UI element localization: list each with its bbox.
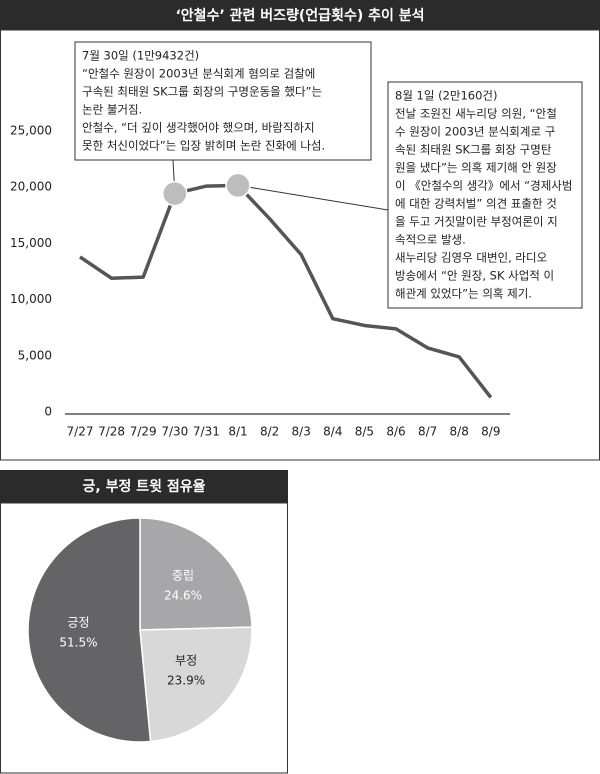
- annotation-text: 속적으로 발생.: [395, 233, 466, 247]
- x-tick-label: 7/28: [98, 425, 125, 439]
- annotation-box: [387, 81, 583, 309]
- slice-value: 23.9%: [167, 673, 205, 687]
- annotation-text: 해관계 있었다”는 의혹 제기.: [395, 287, 532, 301]
- annotation-text: “안철수 원장이 2003년 분식회계 혐의로 검찰에: [82, 67, 315, 81]
- slice-label: 부정: [175, 653, 197, 667]
- annotation-box: [74, 41, 372, 161]
- chart-title: ‘안철수’ 관련 버즈량(언급횟수) 추이 분석: [175, 7, 424, 24]
- annotation-text: 방송에서 “안 원장, SK 사업적 이: [395, 269, 554, 283]
- highlight-point: [225, 172, 251, 199]
- x-tick-label: 8/3: [292, 425, 311, 439]
- data-line: [79, 183, 493, 399]
- annotation-text: 8월 1일 (2만160건): [395, 89, 498, 103]
- annotation-text: 원을 냈다”는 의혹 제기해 안 원장: [395, 161, 557, 175]
- x-tick-label: 7/27: [67, 425, 94, 439]
- y-tick-label: 0: [44, 405, 52, 419]
- x-tick-label: 8/6: [386, 425, 405, 439]
- annotation-text: 못한 처신이었다”는 입장 밝히며 논란 진화에 나섬.: [82, 139, 325, 153]
- y-tick-label: 25,000: [10, 124, 52, 138]
- chart-frame: [0, 502, 288, 774]
- x-tick-label: 7/29: [130, 425, 157, 439]
- y-tick-label: 20,000: [10, 180, 52, 194]
- annotation-text: 을 두고 거짓말이란 부정여론이 지: [395, 215, 558, 229]
- annotation-text: 안철수, “더 깊이 생각했어야 했으며, 바람직하지: [82, 121, 315, 135]
- y-tick-label: 10,000: [10, 292, 52, 306]
- title-bar: [0, 470, 288, 503]
- x-tick-label: 8/2: [260, 425, 279, 439]
- x-tick-label: 7/31: [193, 425, 220, 439]
- x-tick-label: 8/1: [228, 425, 247, 439]
- highlight-point: [162, 180, 188, 207]
- annotation-text: 에 대한 강력처벌” 의견 표출한 것: [395, 197, 557, 211]
- chart-title: 긍, 부정 트윗 점유율: [83, 478, 206, 495]
- pie-slice: [27, 517, 152, 743]
- y-tick-label: 5,000: [18, 348, 52, 362]
- annotation-text: 구속된 최태원 SK그룹 회장의 구명운동을 했다”는: [82, 85, 322, 99]
- title-bar: [0, 0, 600, 30]
- y-tick-label: 15,000: [10, 236, 52, 250]
- x-tick-label: 8/5: [355, 425, 374, 439]
- annotation-text: 수 원장이 2003년 분식회계로 구: [395, 125, 555, 139]
- pie-slice: [139, 517, 253, 631]
- x-tick-label: 8/8: [450, 425, 469, 439]
- annotation-connector: [237, 184, 389, 211]
- slice-label: 긍정: [67, 615, 89, 629]
- x-tick-label: 7/30: [161, 425, 188, 439]
- annotation-text: 속된 최태원 SK그룹 회장 구명탄: [395, 143, 552, 157]
- slice-label: 중립: [172, 568, 194, 582]
- annotation-text: 전날 조원진 새누리당 의원, “안철: [395, 107, 557, 121]
- slice-value: 51.5%: [59, 635, 97, 649]
- annotation-text: 새누리당 김영우 대변인, 라디오: [395, 251, 547, 265]
- pie-slice: [139, 626, 253, 743]
- x-tick-label: 8/9: [481, 425, 500, 439]
- x-tick-label: 8/7: [418, 425, 437, 439]
- annotation-text: 이 《안철수의 생각》에서 “경제사범: [395, 179, 572, 193]
- slice-value: 24.6%: [164, 588, 202, 602]
- annotation-text: 논란 불거짐.: [82, 103, 142, 117]
- annotation-text: 7월 30일 (1만9432건): [82, 49, 199, 63]
- x-tick-label: 8/4: [323, 425, 342, 439]
